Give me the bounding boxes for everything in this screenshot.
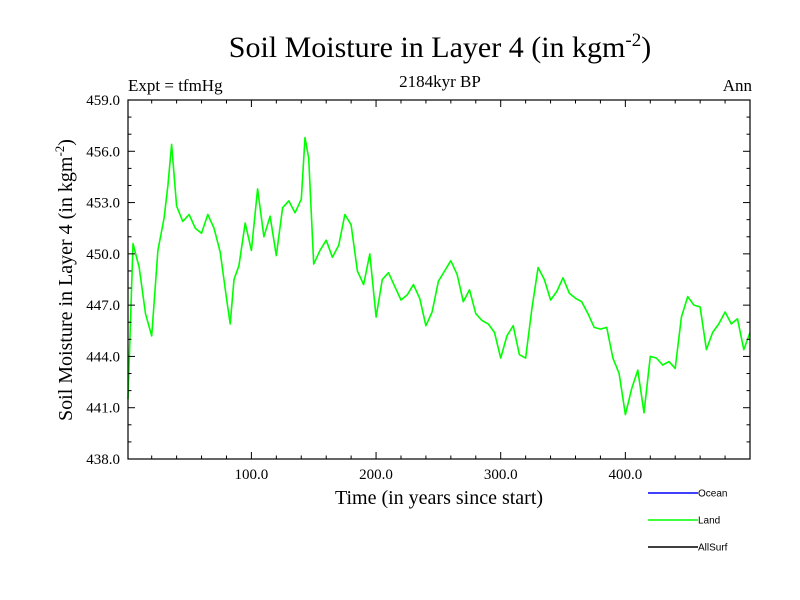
chart-title: Soil Moisture in Layer 4 (in kgm-2) [0,30,800,65]
legend: Ocean Land AllSurf [648,489,728,554]
series-layer [127,136,751,416]
y-axis-title-end: ) [55,139,77,146]
legend-label-allsurf: AllSurf [698,543,728,554]
x-tick-label: 400.0 [608,467,642,483]
y-tick-label: 444.0 [86,349,120,365]
y-tick-label: 441.0 [86,401,120,417]
x-axis-title: Time (in years since start) [335,487,543,509]
x-tick-label: 100.0 [235,467,269,483]
tick-layer: 100.0 200.0 300.0 400.0 438.0 441.0 444.0 447.0… [86,93,750,483]
chart-title-superscript: -2 [625,30,642,51]
x-tick-label: 200.0 [359,467,393,483]
y-axis-title: Soil Moisture in Layer 4 (in kgm-2) [52,139,77,421]
legend-label-land: Land [698,516,720,527]
season-label: Ann [722,76,752,95]
chart-title-end: ) [641,31,652,64]
y-tick-label: 459.0 [86,93,120,109]
plot-frame [127,99,751,460]
y-axis-title-superscript: -2 [52,146,67,157]
x-tick-label: 300.0 [484,467,518,483]
y-axis-title-main: Soil Moisture in Layer 4 (in kgm [55,156,77,421]
series-line-land [127,136,751,416]
y-tick-label: 450.0 [86,247,120,263]
y-tick-label: 453.0 [86,196,120,212]
legend-label-ocean: Ocean [698,489,727,500]
y-tick-label: 456.0 [86,144,120,160]
y-tick-label: 447.0 [86,298,120,314]
y-tick-label: 438.0 [86,452,120,468]
chart-title-main: Soil Moisture in Layer 4 (in kgm [228,31,626,64]
chart-subtitle: 2184kyr BP [399,72,481,91]
experiment-label: Expt = tfmHg [128,76,223,95]
